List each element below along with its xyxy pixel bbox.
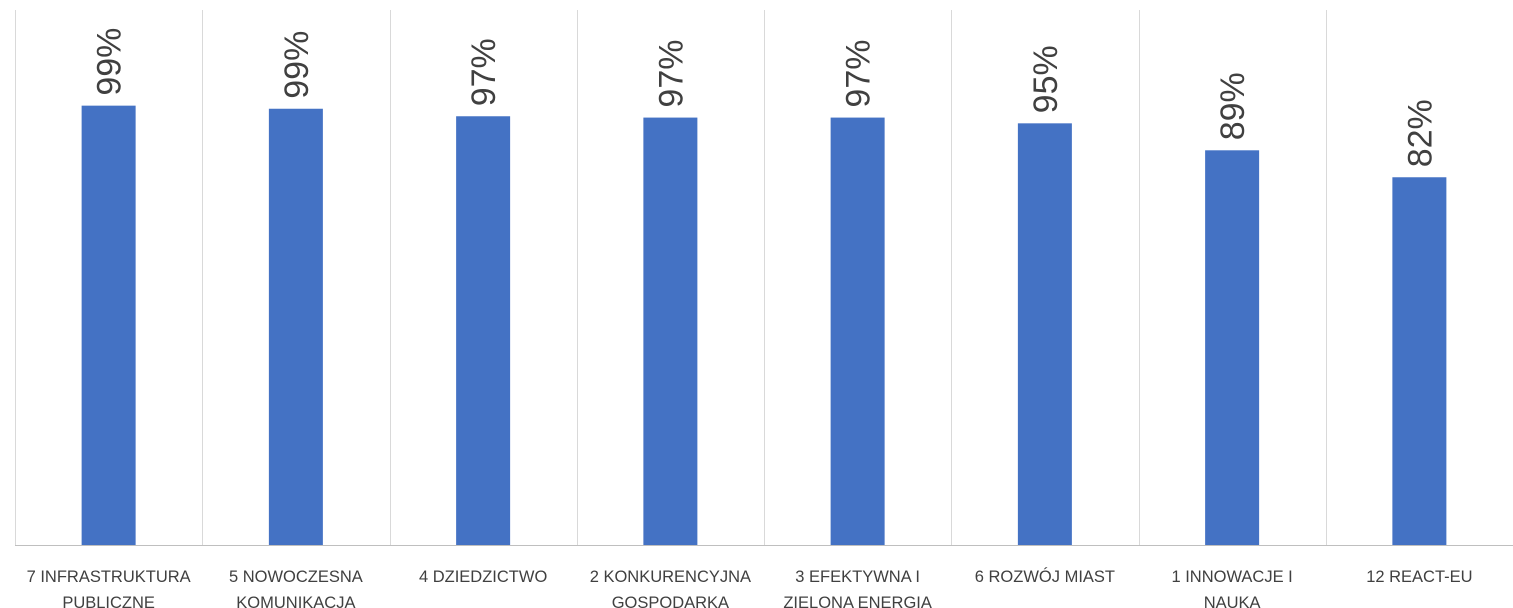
data-label: 99%: [91, 28, 129, 96]
category-label: ZIELONA ENERGIA: [783, 594, 932, 608]
bar: [81, 105, 136, 545]
category-label: NAUKA: [1204, 594, 1261, 608]
bar: [830, 117, 885, 545]
bar: [456, 116, 511, 545]
category-label: 1 INNOWACJE I: [1171, 568, 1292, 586]
bar-series: [81, 105, 1447, 546]
data-label: 97%: [840, 40, 878, 108]
category-label: 6 ROZWÓJ MIAST: [975, 567, 1115, 586]
category-label: 12 REACT-EU: [1366, 568, 1472, 586]
data-label: 82%: [1401, 99, 1439, 167]
data-label: 99%: [278, 31, 316, 99]
category-separators: [15, 10, 1327, 545]
category-label: PUBLICZNE: [62, 594, 155, 608]
category-label: 7 INFRASTRUKTURA: [27, 568, 191, 586]
bar: [268, 108, 323, 545]
category-label: KOMUNIKACJA: [236, 594, 355, 608]
data-labels: 99% 99% 97% 97% 97% 95% 89% 82%: [91, 28, 1440, 168]
data-label: 95%: [1027, 45, 1065, 113]
data-label: 97%: [652, 40, 690, 108]
category-label: 2 KONKURENCYJNA: [590, 568, 751, 586]
category-label: 4 DZIEDZICTWO: [419, 568, 547, 586]
bar: [1205, 150, 1260, 545]
bar: [1392, 177, 1447, 546]
bar: [1017, 123, 1072, 545]
data-label: 89%: [1214, 72, 1252, 140]
category-label: 5 NOWOCZESNA: [229, 568, 363, 586]
bar: [643, 117, 698, 545]
category-label: 3 EFEKTYWNA I: [795, 568, 920, 586]
category-labels: 7 INFRASTRUKTURA PUBLICZNE 5 NOWOCZESNA KOM…: [27, 567, 1473, 608]
category-label: GOSPODARKA: [612, 594, 729, 608]
data-label: 97%: [465, 38, 503, 106]
